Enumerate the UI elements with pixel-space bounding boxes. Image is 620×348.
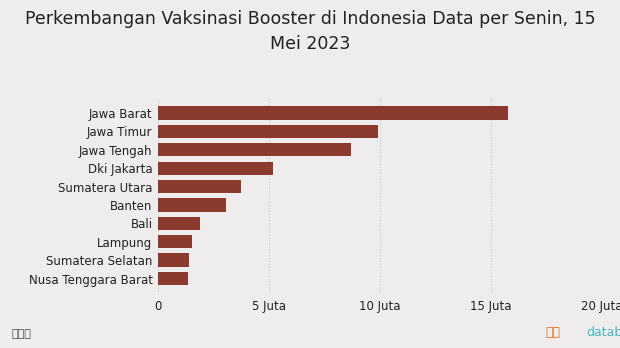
Bar xyxy=(158,217,200,230)
Text: databoks: databoks xyxy=(586,326,620,339)
Bar xyxy=(158,253,189,267)
Bar xyxy=(158,272,188,285)
Text: Perkembangan Vaksinasi Booster di Indonesia Data per Senin, 15
Mei 2023: Perkembangan Vaksinasi Booster di Indone… xyxy=(25,10,595,54)
Bar xyxy=(158,180,241,193)
Bar xyxy=(158,106,508,120)
Bar xyxy=(158,235,192,248)
Bar xyxy=(158,198,226,212)
Bar xyxy=(158,143,351,156)
Bar xyxy=(158,125,378,138)
Text: ⒸⓕⒼ: ⒸⓕⒼ xyxy=(11,329,31,339)
Bar xyxy=(158,161,273,175)
Text: ｉｌ: ｉｌ xyxy=(546,326,560,339)
